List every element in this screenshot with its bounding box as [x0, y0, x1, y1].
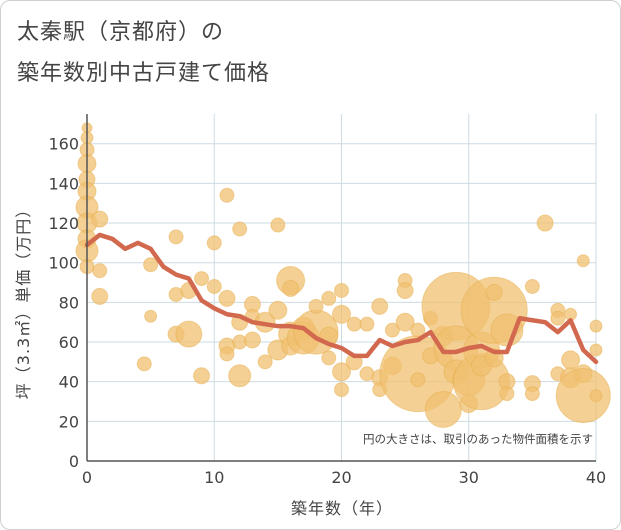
bubble-point [536, 214, 554, 232]
bubble-point [499, 386, 515, 402]
bubble-point [555, 368, 611, 424]
chart-title-line1: 太秦駅（京都府）の [17, 20, 225, 45]
bubble-point [384, 322, 400, 338]
bubble-point [206, 279, 222, 295]
bubble-layer [75, 122, 611, 428]
bubble-point [321, 290, 337, 306]
bubble-point [524, 386, 540, 402]
bubble-point [243, 331, 261, 349]
y-axis-label: 坪（3.3㎡）単価（万円） [14, 201, 33, 399]
bubble-point [194, 271, 210, 287]
bubble-point [219, 187, 235, 203]
y-tick-label: 20 [59, 412, 79, 431]
x-tick-label: 30 [459, 468, 479, 487]
bubble-point [410, 322, 426, 338]
bubble-point [550, 310, 566, 326]
bubble-point [485, 283, 503, 301]
size-note: 円の大きさは、取引のあった物件面積を示す [363, 432, 593, 446]
bubble-point [334, 282, 349, 298]
bubble-point [232, 221, 248, 237]
bubble-point [218, 289, 236, 307]
y-tick-label: 140 [48, 174, 79, 193]
bubble-point [143, 257, 159, 273]
bubble-point [359, 316, 375, 332]
bubble-point [175, 320, 203, 348]
y-tick-label: 160 [48, 135, 79, 154]
bubble-point [92, 263, 108, 279]
bubble-point [395, 312, 415, 332]
bubble-point [136, 356, 152, 372]
bubble-point [228, 364, 252, 388]
y-tick-label: 80 [59, 293, 79, 312]
x-axis-label: 築年数（年） [291, 499, 393, 518]
bubble-point [424, 390, 462, 428]
bubble-point [257, 354, 273, 370]
y-tick-label: 40 [59, 373, 79, 392]
bubble-point [270, 217, 286, 233]
axis-layer: 0 20 40 60 80 100 120 140 160 0 10 20 30 40 [48, 114, 606, 487]
bubble-point [371, 297, 389, 315]
x-tick-label: 40 [586, 468, 606, 487]
y-tick-label: 100 [48, 254, 79, 273]
bubble-point [91, 210, 109, 228]
bubble-point [168, 229, 184, 245]
bubble-point [589, 389, 603, 403]
bubble-point [206, 235, 222, 251]
bubble-point [91, 287, 109, 305]
bubble-point [321, 350, 337, 366]
bubble-point [219, 346, 235, 362]
bubble-point [308, 298, 324, 314]
x-tick-label: 20 [331, 468, 351, 487]
bubble-point [346, 316, 362, 332]
y-tick-label: 60 [59, 333, 79, 352]
bubble-point [589, 343, 603, 357]
bubble-point [334, 382, 349, 398]
trend-line [84, 232, 599, 365]
trend-line-layer [84, 232, 599, 365]
y-tick-label: 0 [69, 452, 79, 471]
bubble-point [144, 309, 158, 323]
bubble-point [524, 279, 540, 295]
y-tick-label: 120 [48, 214, 79, 233]
bubble-point [268, 300, 288, 320]
bubble-point [576, 254, 590, 268]
chart-title-line2: 築年数別中古戸建て価格 [17, 61, 271, 86]
bubble-point [332, 362, 351, 382]
bubble-point [561, 350, 581, 370]
x-tick-label: 10 [204, 468, 224, 487]
bubble-point [410, 372, 426, 388]
bubble-point [282, 279, 300, 297]
x-tick-label: 0 [82, 468, 92, 487]
bubble-point [193, 367, 211, 385]
bubble-point [396, 281, 414, 299]
bubble-point [332, 304, 351, 324]
bubble-point [589, 319, 603, 333]
